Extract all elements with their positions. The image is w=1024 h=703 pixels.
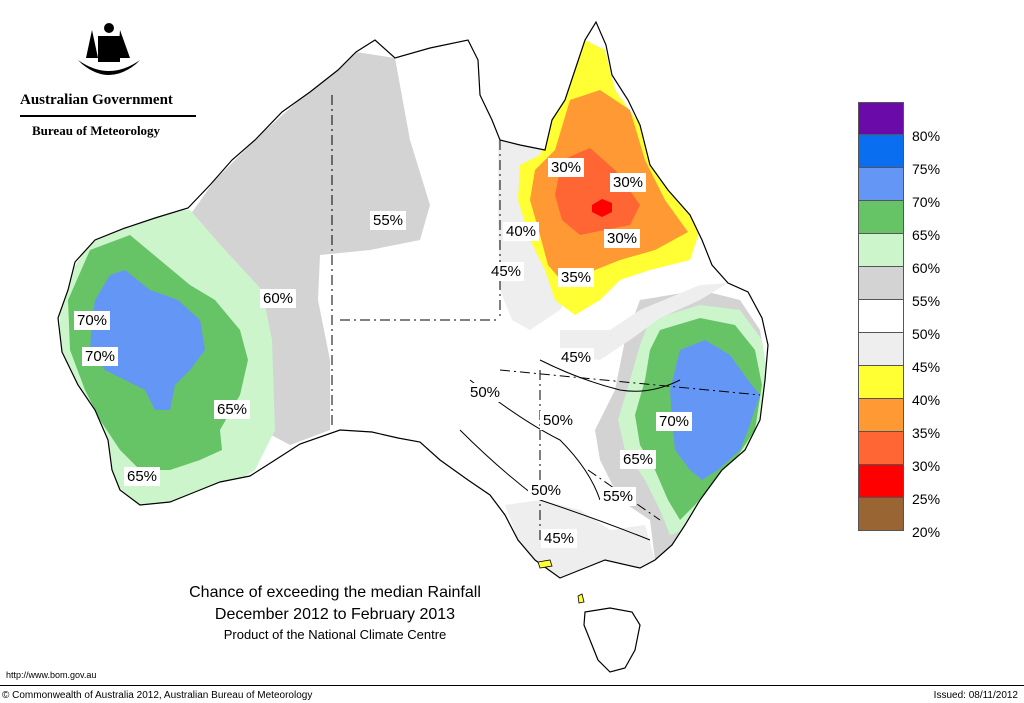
contour-label: 70%: [74, 311, 111, 330]
australia-outline: [57, 20, 769, 579]
legend-label: 50%: [912, 326, 941, 342]
legend-label: 65%: [912, 227, 941, 243]
legend-label: 60%: [912, 260, 941, 276]
legend-label: 25%: [912, 491, 941, 507]
contour-label: 40%: [503, 222, 540, 241]
legend-swatch: [858, 168, 904, 201]
kangaroo-island: [537, 559, 553, 569]
legend-row: 75%: [858, 135, 940, 177]
issued-date: Issued: 08/11/2012: [933, 690, 1018, 701]
legend-row: 70%: [858, 168, 940, 210]
bom-logo: Australian Government Bureau of Meteorol…: [20, 18, 196, 139]
legend-label: 80%: [912, 128, 941, 144]
contour-label: 30%: [604, 229, 641, 248]
legend-swatch: [858, 267, 904, 300]
legend-swatch: [858, 366, 904, 399]
legend-swatch: [858, 498, 904, 531]
legend-label: 30%: [912, 458, 941, 474]
copyright-text: © Commonwealth of Australia 2012, Austra…: [2, 690, 313, 701]
legend-row: 60%: [858, 234, 940, 276]
legend-label: 55%: [912, 293, 941, 309]
tasmania-outline: [583, 607, 641, 673]
website-link[interactable]: http://www.bom.gov.au: [6, 670, 97, 680]
king-island: [577, 593, 585, 604]
bureau-name: Bureau of Meteorology: [32, 123, 161, 138]
legend-swatch: [858, 465, 904, 498]
contour-label: 30%: [548, 158, 585, 177]
legend-swatch: [858, 135, 904, 168]
legend-label: 75%: [912, 161, 941, 177]
legend-swatch: [858, 399, 904, 432]
contour-label: 50%: [467, 383, 504, 402]
title-line-1: Chance of exceeding the median Rainfall: [189, 584, 481, 601]
legend-swatch: [858, 201, 904, 234]
contour-label: 60%: [260, 289, 297, 308]
map-title: Chance of exceeding the median Rainfall …: [130, 582, 540, 644]
legend-row: 20%: [858, 498, 940, 540]
contour-label: 35%: [558, 268, 595, 287]
contour-label: 45%: [541, 529, 578, 548]
coat-of-arms-icon: [78, 23, 140, 75]
legend-label: 35%: [912, 425, 941, 441]
legend-row: 35%: [858, 399, 940, 441]
legend-row: 55%: [858, 267, 940, 309]
legend-swatch: [858, 333, 904, 366]
contour-label: 45%: [558, 348, 595, 367]
contour-label: 65%: [124, 467, 161, 486]
contour-label: 50%: [528, 481, 565, 500]
contour-label: 55%: [600, 487, 637, 506]
title-line-3: Product of the National Climate Centre: [223, 627, 447, 642]
legend-swatch: [858, 234, 904, 267]
contour-label: 70%: [82, 347, 119, 366]
contour-label: 70%: [656, 412, 693, 431]
contour-label: 65%: [214, 400, 251, 419]
legend-row: 65%: [858, 201, 940, 243]
legend-label: 45%: [912, 359, 941, 375]
legend-swatch: [858, 300, 904, 333]
contour-label: 50%: [540, 411, 577, 430]
legend-row: 50%: [858, 300, 940, 342]
org-name: Australian Government: [20, 92, 196, 117]
contour-label: 30%: [610, 173, 647, 192]
legend-swatch: [858, 432, 904, 465]
legend-label: 70%: [912, 194, 941, 210]
legend-row: 30%: [858, 432, 940, 474]
legend-row: 45%: [858, 333, 940, 375]
title-line-2: December 2012 to February 2013: [214, 606, 456, 623]
footer-divider: [0, 685, 1024, 686]
legend-row: 25%: [858, 465, 940, 507]
legend-row: 80%: [858, 102, 940, 144]
legend-label: 20%: [912, 524, 941, 540]
contour-label: 65%: [620, 450, 657, 469]
legend-swatch: [858, 102, 904, 135]
color-legend: 80% 75% 70% 65% 60% 55% 50% 45% 40% 35% 30% 25% 20%: [858, 102, 940, 540]
legend-label: 40%: [912, 392, 941, 408]
contour-label: 45%: [488, 262, 525, 281]
legend-row: 40%: [858, 366, 940, 408]
contour-label: 55%: [370, 211, 407, 230]
